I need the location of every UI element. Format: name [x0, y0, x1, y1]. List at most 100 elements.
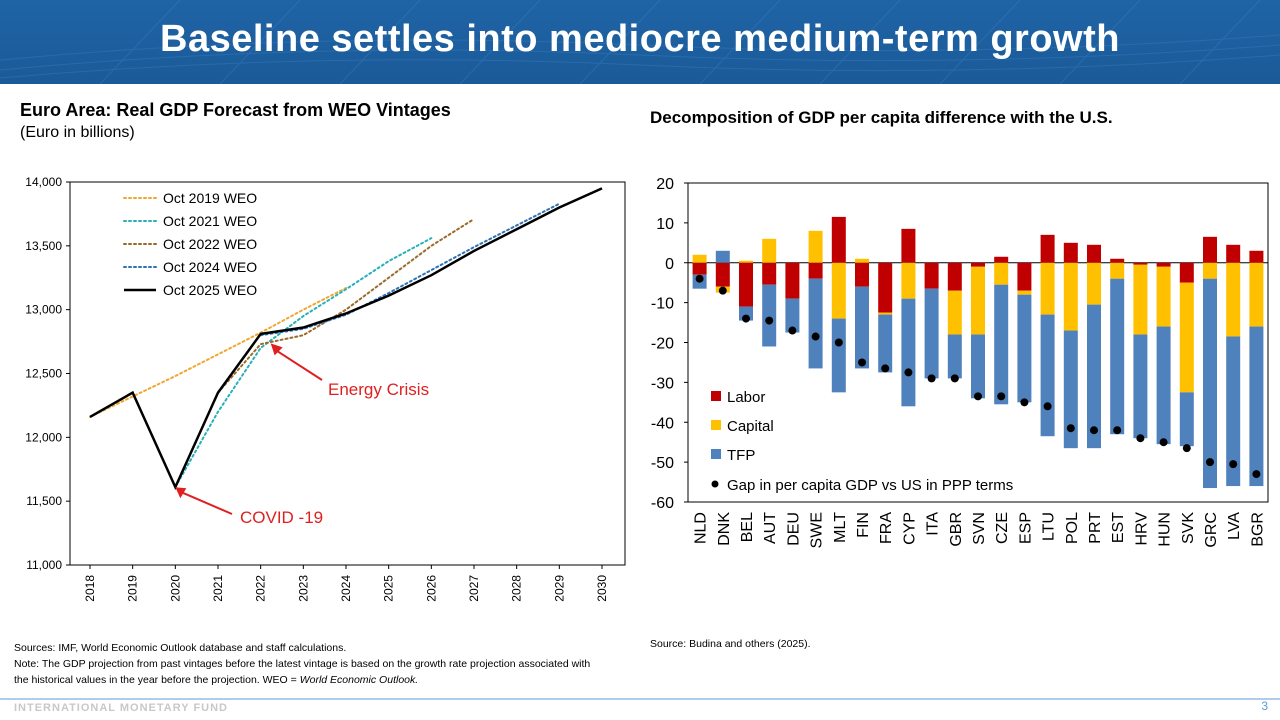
x-tick-label: 2030 [595, 575, 609, 602]
bar-capital-hun [1156, 266, 1171, 327]
bar-tfp-est [1110, 278, 1125, 435]
gap-marker-svn [974, 392, 982, 401]
bar-capital-prt [1087, 262, 1101, 305]
gap-marker-bel [742, 314, 750, 323]
x-tick-label: 2023 [296, 575, 310, 602]
bar-labor-hrv [1133, 262, 1148, 265]
y-tick-label: 11,000 [26, 558, 62, 572]
x-tick-label: 2020 [168, 575, 182, 602]
bar-labor-lva [1226, 244, 1241, 263]
bar-tfp-ltu [1040, 314, 1055, 437]
gap-marker-swe [811, 332, 820, 341]
bar-capital-svk [1179, 282, 1194, 393]
bar-tfp-mlt [831, 318, 846, 393]
bar-labor-ita [924, 262, 939, 289]
gap-marker-prt [1090, 426, 1098, 435]
legend-label: Labor [727, 389, 765, 406]
y-tick-label: -40 [651, 415, 674, 432]
x-tick-label: SWE [809, 512, 826, 548]
footer-divider [0, 698, 1280, 700]
bar-labor-gbr [947, 262, 962, 291]
page-number: 3 [1261, 699, 1268, 713]
y-tick-label: -30 [651, 375, 674, 392]
bar-labor-pol [1063, 242, 1078, 263]
note-text: Note: The GDP projection from past vinta… [14, 658, 591, 686]
gap-marker-cyp [904, 368, 913, 377]
bar-capital-lva [1226, 262, 1241, 337]
bar-tfp-bgr [1249, 326, 1264, 487]
bar-tfp-swe [808, 278, 823, 369]
note-line: Note: The GDP projection from past vinta… [14, 656, 594, 688]
bar-capital-bgr [1249, 262, 1264, 327]
bar-labor-cyp [901, 228, 916, 263]
x-tick-label: DEU [785, 512, 802, 546]
bar-labor-ltu [1040, 234, 1055, 263]
bar-labor-svk [1179, 262, 1194, 283]
left-chart-title: Euro Area: Real GDP Forecast from WEO Vi… [20, 100, 451, 120]
x-tick-label: DNK [716, 512, 733, 546]
bar-capital-cze [994, 262, 1009, 285]
gap-marker-esp [1020, 398, 1029, 407]
bar-tfp-cyp [901, 298, 916, 407]
gap-marker-fin [858, 358, 866, 367]
x-tick-label: CZE [994, 512, 1011, 544]
bar-labor-nld [692, 262, 707, 275]
legend-label: Gap in per capita GDP vs US in PPP terms [727, 477, 1013, 494]
x-tick-label: 2018 [83, 575, 97, 602]
energy-crisis-label: Energy Crisis [328, 380, 429, 399]
y-tick-label: 11,500 [26, 494, 62, 508]
x-tick-label: 2026 [424, 575, 438, 602]
gap-marker-cze [997, 392, 1006, 401]
bar-labor-prt [1087, 244, 1101, 263]
bar-tfp-pol [1063, 330, 1078, 449]
bar-labor-aut [762, 262, 777, 285]
legend-label: Oct 2025 WEO [163, 282, 257, 298]
y-tick-label: 13,500 [25, 239, 62, 253]
bar-tfp-hun [1156, 326, 1171, 445]
gap-marker-dnk [718, 286, 727, 295]
bar-tfp-deu [785, 298, 800, 333]
gap-marker-gbr [950, 374, 959, 383]
title-banner: Baseline settles into mediocre medium-te… [0, 0, 1280, 84]
y-tick-label: 20 [656, 176, 674, 193]
bar-capital-fra [878, 312, 893, 315]
gap-marker-est [1113, 426, 1122, 435]
y-tick-label: 12,500 [25, 367, 62, 381]
bar-capital-aut [762, 238, 777, 263]
x-tick-label: 2021 [211, 575, 225, 602]
x-tick-label: MLT [832, 512, 849, 543]
energy-crisis-arrow-line [274, 348, 323, 381]
legend-label: Capital [727, 418, 774, 435]
gap-marker-mlt [834, 338, 843, 347]
x-tick-label: 2029 [552, 575, 566, 602]
gap-marker-nld [695, 274, 704, 283]
bar-tfp-svn [971, 334, 985, 399]
bar-capital-est [1110, 262, 1125, 279]
bar-labor-grc [1203, 236, 1217, 263]
left-chart-subtitle: (Euro in billions) [20, 124, 135, 141]
y-tick-label: 12,000 [25, 430, 62, 444]
series-line-oct-2025-weo [89, 187, 603, 491]
bar-capital-cyp [901, 262, 916, 299]
covid-arrow-head [175, 487, 187, 499]
bar-capital-hrv [1133, 264, 1148, 335]
legend-label: Oct 2021 WEO [163, 213, 257, 229]
energy-crisis-arrow-head [270, 343, 283, 356]
legend-label: Oct 2024 WEO [163, 259, 257, 275]
sources-line: Sources: IMF, World Economic Outlook dat… [14, 642, 347, 654]
bar-capital-grc [1203, 262, 1217, 279]
y-tick-label: -20 [651, 336, 674, 353]
bar-capital-fin [855, 258, 869, 263]
legend-swatch-labor [711, 391, 721, 401]
x-tick-label: 2027 [467, 575, 481, 602]
bar-capital-bel [739, 260, 753, 263]
bar-tfp-esp [1017, 294, 1032, 403]
x-tick-label: ESP [1017, 512, 1034, 544]
gap-marker-lva [1229, 460, 1238, 469]
x-tick-label: BGR [1249, 512, 1266, 547]
x-tick-label: HUN [1157, 512, 1174, 547]
gap-marker-ita [927, 374, 936, 383]
y-tick-label: 13,000 [25, 303, 62, 317]
right-chart-source: Source: Budina and others (2025). [650, 638, 811, 650]
bar-tfp-fra [878, 314, 893, 373]
